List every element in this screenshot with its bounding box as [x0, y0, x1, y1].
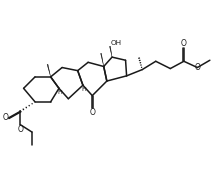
Text: H̄: H̄ — [81, 87, 86, 92]
Text: O: O — [194, 63, 200, 72]
Text: O: O — [3, 113, 9, 122]
Text: O: O — [18, 125, 23, 134]
Text: OH: OH — [111, 40, 122, 46]
Text: H̄: H̄ — [58, 90, 62, 95]
Polygon shape — [47, 64, 51, 77]
Polygon shape — [109, 46, 112, 57]
Text: O: O — [89, 108, 95, 117]
Polygon shape — [101, 53, 104, 66]
Text: O: O — [181, 39, 187, 48]
